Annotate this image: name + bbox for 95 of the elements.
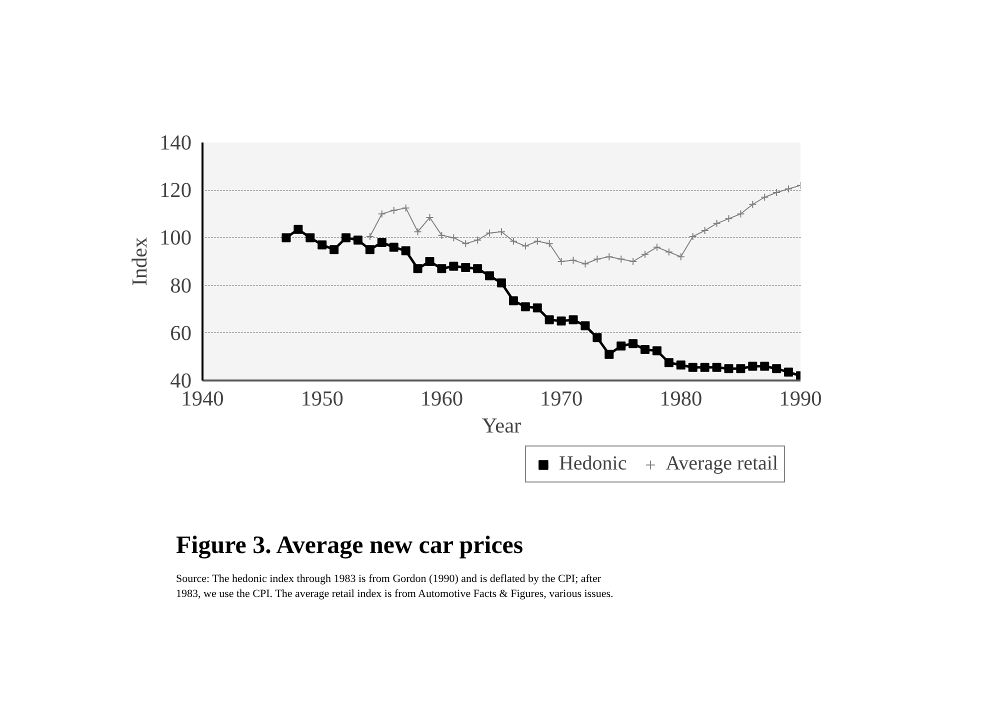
point [532, 303, 542, 312]
point [664, 248, 673, 256]
point [784, 184, 793, 193]
x-tick-label: 1960 [420, 386, 464, 410]
point [652, 243, 661, 252]
y-tick-label: 140 [160, 130, 192, 154]
point [688, 232, 697, 241]
point [676, 360, 686, 370]
point [389, 242, 398, 252]
point [652, 346, 662, 356]
x-tick-label: 1950 [300, 386, 344, 410]
point [724, 214, 733, 223]
point [640, 345, 650, 354]
point [617, 255, 626, 264]
point [605, 252, 614, 261]
point [461, 262, 470, 272]
x-axis-title: Year [482, 414, 522, 438]
point [736, 364, 746, 374]
point [772, 188, 781, 196]
point [616, 341, 626, 350]
point [580, 321, 590, 330]
point [509, 237, 518, 246]
point [390, 206, 398, 214]
point [485, 271, 494, 280]
point [569, 256, 578, 264]
point [414, 228, 422, 236]
x-tick-label: 1970 [540, 386, 583, 410]
point [772, 364, 782, 374]
point [748, 362, 758, 371]
y-tick-label: 120 [160, 178, 192, 202]
point [641, 250, 650, 258]
point [365, 245, 374, 254]
point [306, 233, 315, 242]
point [437, 264, 446, 274]
point [629, 258, 638, 266]
point [486, 228, 494, 237]
point [497, 278, 506, 288]
point [557, 258, 566, 266]
point [282, 233, 291, 242]
point [318, 240, 327, 250]
point [450, 234, 458, 242]
point [377, 238, 386, 247]
point [784, 368, 794, 377]
point [664, 358, 674, 368]
point [462, 240, 470, 248]
point [425, 257, 434, 266]
x-tick-label: 1990 [779, 386, 822, 410]
legend-label: Hedonic [558, 452, 627, 476]
point [556, 316, 566, 326]
point [353, 236, 362, 245]
point [366, 232, 374, 241]
point [592, 333, 602, 342]
point [760, 193, 769, 202]
y-tick-label: 80 [170, 273, 192, 298]
point [402, 204, 410, 212]
point [508, 296, 518, 306]
point [568, 315, 578, 324]
point [520, 302, 530, 312]
point [736, 210, 745, 218]
point [545, 240, 554, 248]
point [413, 264, 422, 274]
point [533, 237, 542, 246]
y-tick-label: 100 [160, 226, 192, 250]
point [593, 255, 602, 264]
point [712, 219, 721, 228]
legend-label: Average retail [666, 452, 778, 476]
point [760, 362, 770, 371]
point [426, 213, 434, 222]
point [342, 233, 351, 242]
point [712, 362, 722, 372]
point [700, 362, 710, 372]
point [604, 350, 614, 359]
point [700, 226, 709, 235]
point [688, 362, 698, 372]
source-note: Source: The hedonic index through 1983 is from Gordon (1990) and is deflated by the CPI; after 1983, we use the CPI. The average retail index is from Automotive Facts & Figures, various issues. [176, 572, 614, 602]
point [498, 228, 506, 236]
point [378, 210, 386, 218]
point [521, 242, 530, 250]
point [438, 231, 446, 240]
point [581, 260, 590, 268]
point [449, 262, 458, 271]
point [294, 224, 303, 234]
x-tick-label: 1980 [660, 386, 702, 410]
point [724, 364, 734, 374]
point [330, 245, 339, 254]
point [473, 264, 482, 274]
point [748, 200, 757, 208]
point [544, 315, 554, 324]
point [676, 252, 685, 261]
y-tick-label: 60 [170, 320, 192, 345]
point [628, 339, 638, 348]
point [401, 246, 410, 256]
y-axis-title: Index [128, 236, 152, 286]
text: Figure 3. Average new car prices [176, 531, 524, 561]
point [474, 236, 482, 244]
